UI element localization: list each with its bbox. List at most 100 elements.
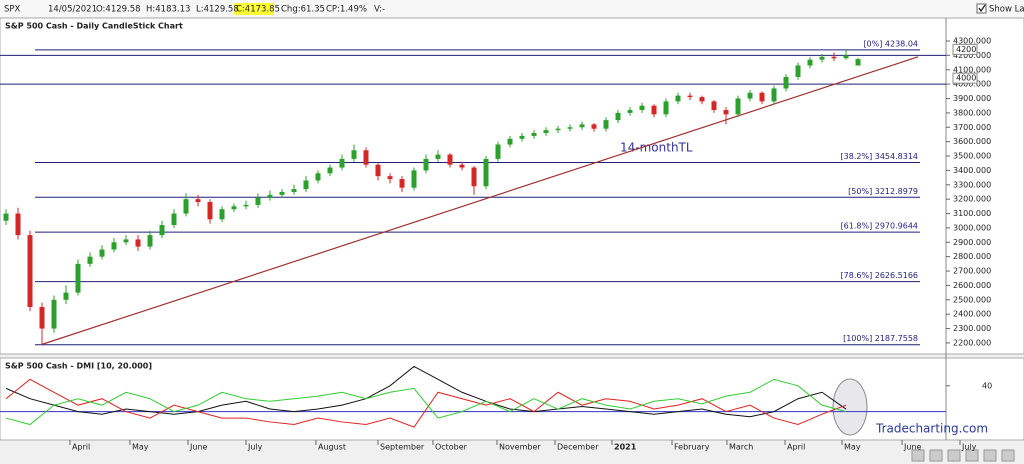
nav-button[interactable]	[1001, 449, 1015, 462]
dmi-title: S&P 500 Cash - DMI [10, 20.000]	[5, 362, 152, 371]
candle-body	[723, 110, 729, 115]
candle-body	[675, 95, 681, 102]
dmi-panel	[0, 357, 1024, 441]
candle-body	[327, 167, 333, 174]
y-tick-label: 4200.000	[953, 51, 991, 60]
x-tick-label: May	[844, 443, 861, 452]
show-last-checkbox[interactable]	[976, 3, 987, 14]
candle-body	[183, 199, 189, 214]
candle-body	[807, 59, 813, 66]
x-tick-label: June	[903, 443, 922, 452]
y-tick-label: 3700.000	[953, 123, 991, 132]
candle-body	[519, 135, 525, 139]
candle-body	[135, 239, 141, 247]
candle-body	[99, 249, 105, 257]
x-tick-label: July	[961, 443, 977, 452]
nav-button[interactable]	[983, 449, 997, 462]
candle-body	[483, 158, 489, 187]
candle-body	[531, 133, 537, 136]
y-tick-label: 3900.000	[953, 94, 991, 103]
candle-body	[783, 76, 789, 89]
candle-body	[351, 150, 357, 159]
y-tick-label: 4000.000	[953, 80, 991, 89]
candle-body	[315, 173, 321, 181]
candle-body	[447, 154, 453, 165]
y-tick-label: 3800.000	[953, 108, 991, 117]
candle-body	[567, 127, 573, 129]
volume: V:-	[374, 5, 385, 15]
y-tick-label: 3300.000	[953, 180, 991, 189]
y-tick-label: 2500.000	[953, 295, 991, 304]
x-tick-label: June	[189, 443, 208, 452]
watermark: Tradecharting.com	[875, 422, 988, 436]
candle-body	[831, 56, 837, 59]
highlight-ellipse	[832, 378, 868, 436]
open: O:4129.58	[96, 5, 141, 15]
candle-body	[555, 128, 561, 131]
x-tick-label: July	[247, 443, 263, 452]
high: H:4183.13	[146, 5, 190, 15]
nav-button[interactable]	[911, 449, 925, 462]
candle-body	[147, 235, 153, 247]
x-tick-label: April	[72, 443, 90, 452]
candle-body	[735, 98, 741, 115]
h-line-label: 4000	[956, 74, 976, 83]
fib-label: [38.2%] 3454.8314	[841, 152, 918, 161]
y-tick-label: 2900.000	[953, 238, 991, 247]
candle-body	[231, 206, 237, 210]
nav-icons	[911, 449, 1015, 462]
candle-body	[195, 199, 201, 203]
candle-body	[435, 154, 441, 159]
nav-button[interactable]	[929, 449, 943, 462]
candle-body	[267, 194, 273, 198]
dmi-line	[5, 378, 847, 428]
change: Chg:61.35	[281, 5, 325, 15]
y-tick-label: 4100.000	[953, 65, 991, 74]
candle-body	[363, 150, 369, 165]
y-tick-label: 3400.000	[953, 166, 991, 175]
change-pct: CP:1.49%	[326, 5, 367, 15]
nav-button[interactable]	[947, 449, 961, 462]
y-tick-label: 3500.000	[953, 152, 991, 161]
y-tick-label: 2400.000	[953, 310, 991, 319]
candle-body	[495, 144, 501, 159]
x-tick-label: November	[499, 443, 541, 452]
candle-body	[711, 101, 717, 111]
candle-body	[591, 124, 597, 129]
candle-body	[279, 191, 285, 195]
y-tick-label: 2700.000	[953, 267, 991, 276]
symbol: SPX	[4, 5, 21, 15]
close: C:4173.85	[236, 5, 280, 15]
candle-body	[303, 180, 309, 190]
low: L:4129.58	[196, 5, 239, 15]
candle-body	[795, 65, 801, 77]
x-tick-label: March	[729, 443, 753, 452]
candle-body	[111, 242, 117, 250]
show-last-label[interactable]: Show Last	[989, 5, 1024, 15]
candle-body	[171, 213, 177, 226]
dmi-line	[5, 378, 847, 426]
y-tick-label: 2600.000	[953, 281, 991, 290]
candle-body	[471, 167, 477, 187]
candle-body	[375, 164, 381, 177]
nav-button[interactable]	[965, 449, 979, 462]
candle-body	[15, 213, 21, 236]
candle-body	[63, 292, 69, 300]
candle-body	[651, 105, 657, 115]
candle-body	[87, 256, 93, 264]
candle-body	[699, 97, 705, 102]
candle-body	[243, 204, 249, 207]
x-tick-label: October	[435, 443, 468, 452]
candle-body	[855, 59, 861, 66]
candle-body	[219, 209, 225, 220]
x-tick-label: 2021	[614, 443, 637, 452]
candle-body	[843, 55, 849, 59]
candle-body	[747, 92, 753, 99]
candle-body	[627, 110, 633, 113]
h-line-label: 4200	[956, 45, 976, 54]
candle-body	[687, 95, 693, 98]
candle-body	[615, 112, 621, 121]
candle-body	[819, 56, 825, 60]
candle-body	[507, 138, 513, 145]
